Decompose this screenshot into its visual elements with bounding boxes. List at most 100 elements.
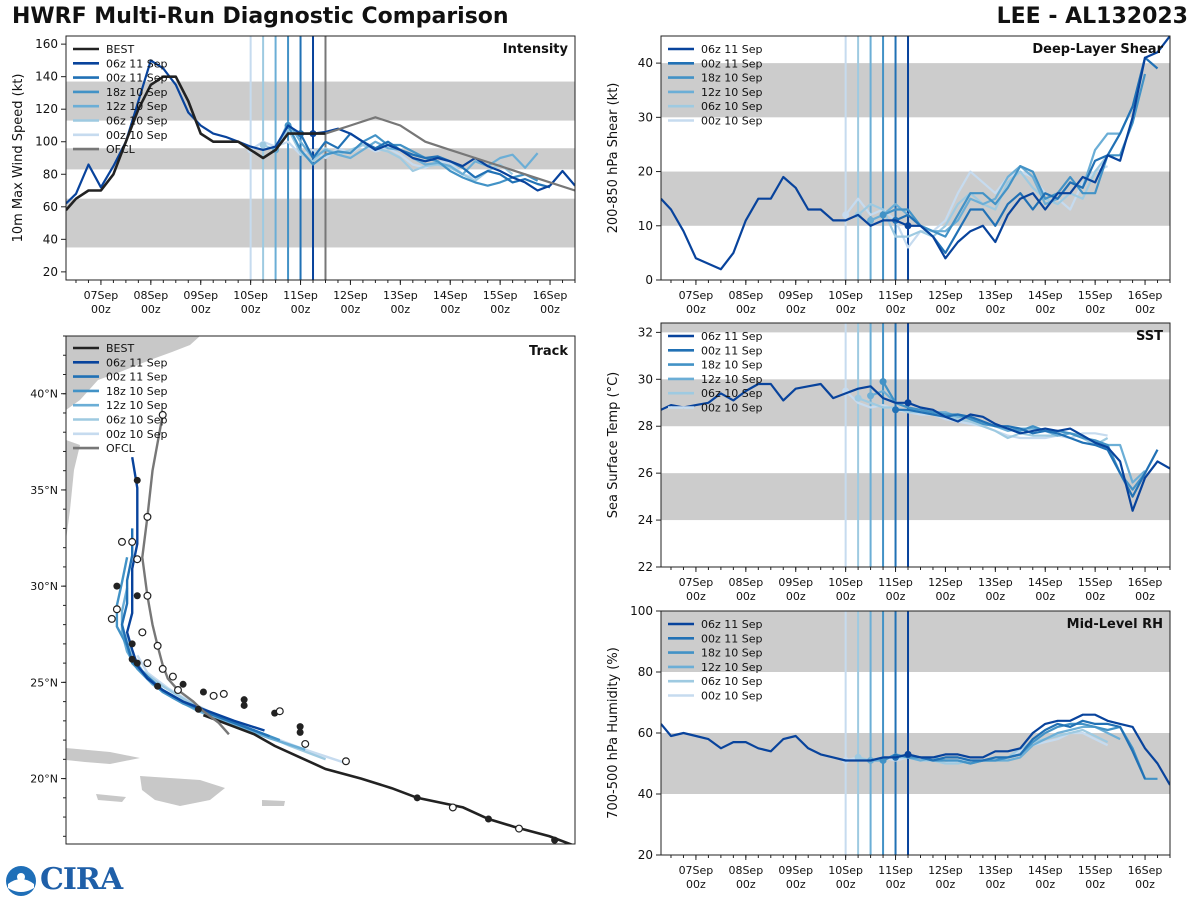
intensity-series-best bbox=[66, 75, 326, 211]
rh-legend-label-1: 00z 11 Sep bbox=[701, 632, 763, 645]
intensity-ytick-label-6: 140 bbox=[35, 70, 58, 84]
shear-xtick-day-5: 12Sep bbox=[928, 289, 963, 302]
intensity-xtick-hour-8: 00z bbox=[490, 303, 510, 316]
sst-xtick-hour-0: 00z bbox=[686, 590, 706, 603]
track-filled-point-3 bbox=[199, 688, 207, 696]
rh-ytick-label-0: 20 bbox=[638, 848, 653, 862]
intensity-legend-label-0: BEST bbox=[106, 43, 134, 56]
shear-series-00z-11-Sep bbox=[895, 56, 1159, 254]
sst-legend-label-2: 18z 10 Sep bbox=[701, 359, 763, 372]
cira-logo-text: CIRA bbox=[40, 862, 123, 897]
rh-xtick-hour-6: 00z bbox=[985, 878, 1005, 891]
track-filled-point-2 bbox=[179, 680, 187, 688]
sst-xtick-day-1: 08Sep bbox=[728, 576, 763, 589]
sst-frame bbox=[660, 322, 1171, 568]
intensity-xtick-hour-9: 00z bbox=[540, 303, 560, 316]
rh-xtick-hour-4: 00z bbox=[886, 878, 906, 891]
sst-plot-area bbox=[661, 323, 1170, 567]
shear-ytick-label-4: 40 bbox=[638, 56, 653, 70]
sst-legend-label-3: 12z 10 Sep bbox=[701, 373, 763, 386]
intensity-xtick-day-8: 15Sep bbox=[483, 289, 518, 302]
track-run-point-4 bbox=[133, 592, 141, 600]
shear-legend-label-2: 18z 10 Sep bbox=[701, 72, 763, 85]
rh-xtick-day-7: 14Sep bbox=[1028, 864, 1063, 877]
intensity-xtick-hour-2: 00z bbox=[191, 303, 211, 316]
sst-legend-label-0: 06z 11 Sep bbox=[701, 330, 763, 343]
track-plot-area bbox=[66, 336, 574, 844]
sst-xtick-day-4: 11Sep bbox=[878, 576, 913, 589]
track-run-point-0 bbox=[194, 705, 202, 713]
sst-ytick-label-5: 32 bbox=[638, 325, 653, 339]
sst-xtick-day-0: 07Sep bbox=[679, 576, 714, 589]
sst-xtick-hour-5: 00z bbox=[936, 590, 956, 603]
track-open-point-17 bbox=[153, 641, 162, 650]
land-maritimes bbox=[66, 336, 200, 410]
intensity-legend-label-3: 18z 10 Sep bbox=[106, 86, 168, 99]
intensity-ytick-label-2: 60 bbox=[43, 200, 58, 214]
shear-xtick-day-9: 16Sep bbox=[1128, 289, 1163, 302]
intensity-xtick-hour-6: 00z bbox=[390, 303, 410, 316]
shear-xtick-day-0: 07Sep bbox=[679, 289, 714, 302]
track-open-point-11 bbox=[275, 707, 284, 716]
shear-ytick-label-1: 10 bbox=[638, 219, 653, 233]
rh-xtick-hour-1: 00z bbox=[736, 878, 756, 891]
rh-ytick-label-4: 100 bbox=[630, 604, 653, 618]
track-open-point-14 bbox=[515, 824, 524, 833]
sst-xtick-day-2: 09Sep bbox=[778, 576, 813, 589]
shear-series-early bbox=[661, 175, 909, 271]
intensity-xtick-hour-1: 00z bbox=[141, 303, 161, 316]
rh-panel: 2040608010007Sep00z08Sep00z09Sep00z10Sep… bbox=[606, 604, 1171, 891]
sst-legend-label-5: 00z 10 Sep bbox=[701, 402, 763, 415]
rh-legend-label-3: 12z 10 Sep bbox=[701, 661, 763, 674]
shear-frame bbox=[660, 35, 1171, 281]
shear-ytick-label-0: 0 bbox=[645, 273, 653, 287]
intensity-xtick-day-4: 11Sep bbox=[283, 289, 318, 302]
track-open-point-6 bbox=[143, 659, 152, 668]
track-series-00z-10-Sep bbox=[136, 654, 347, 765]
rh-xtick-day-0: 07Sep bbox=[679, 864, 714, 877]
intensity-legend-label-2: 00z 11 Sep bbox=[106, 72, 168, 85]
sst-legend-label-1: 00z 11 Sep bbox=[701, 344, 763, 357]
intensity-panel-title: Intensity bbox=[503, 42, 569, 57]
shear-xtick-hour-3: 00z bbox=[836, 303, 856, 316]
sst-xtick-hour-4: 00z bbox=[886, 590, 906, 603]
intensity-series-ofcl bbox=[325, 116, 575, 192]
track-filled-point-7 bbox=[296, 723, 304, 731]
sst-xtick-hour-6: 00z bbox=[985, 590, 1005, 603]
track-legend-label-1: 06z 11 Sep bbox=[106, 356, 168, 369]
sst-series-early bbox=[661, 382, 908, 411]
track-legend-label-7: OFCL bbox=[106, 442, 136, 455]
intensity-xtick-hour-7: 00z bbox=[440, 303, 460, 316]
sst-xtick-hour-9: 00z bbox=[1135, 590, 1155, 603]
shear-ytick-label-3: 30 bbox=[638, 110, 653, 124]
sst-xtick-day-8: 15Sep bbox=[1078, 576, 1113, 589]
shear-xtick-hour-9: 00z bbox=[1135, 303, 1155, 316]
shear-xtick-hour-6: 00z bbox=[985, 303, 1005, 316]
track-open-point-1 bbox=[128, 537, 137, 546]
intensity-xtick-day-9: 16Sep bbox=[533, 289, 568, 302]
sst-band-2 bbox=[661, 323, 1170, 333]
intensity-ytick-label-0: 20 bbox=[43, 265, 58, 279]
track-best-point-0 bbox=[551, 836, 559, 844]
sst-xtick-day-9: 16Sep bbox=[1128, 576, 1163, 589]
intensity-panel: 2040608010012014016007Sep00z08Sep00z09Se… bbox=[11, 35, 576, 316]
shear-ylabel: 200-850 hPa Shear (kt) bbox=[606, 83, 621, 234]
sst-ytick-label-3: 28 bbox=[638, 419, 653, 433]
shear-series-00z-10-Sep bbox=[844, 165, 1109, 249]
figure-title: HWRF Multi-Run Diagnostic Comparison bbox=[12, 4, 509, 29]
rh-series-00z-11-Sep bbox=[895, 719, 1147, 780]
intensity-legend-label-7: OFCL bbox=[106, 143, 136, 156]
noaa-logo-icon bbox=[6, 866, 36, 896]
shear-series-06z-10-Sep bbox=[857, 154, 1121, 238]
intensity-xtick-day-5: 12Sep bbox=[333, 289, 368, 302]
intensity-xtick-hour-4: 00z bbox=[291, 303, 311, 316]
track-best-point-1 bbox=[484, 815, 492, 823]
rh-xtick-day-8: 15Sep bbox=[1078, 864, 1113, 877]
intensity-xtick-day-0: 07Sep bbox=[84, 289, 119, 302]
shear-init-marker-5 bbox=[842, 211, 850, 219]
rh-xtick-hour-2: 00z bbox=[786, 878, 806, 891]
track-open-point-18 bbox=[143, 591, 152, 600]
shear-xtick-hour-4: 00z bbox=[886, 303, 906, 316]
